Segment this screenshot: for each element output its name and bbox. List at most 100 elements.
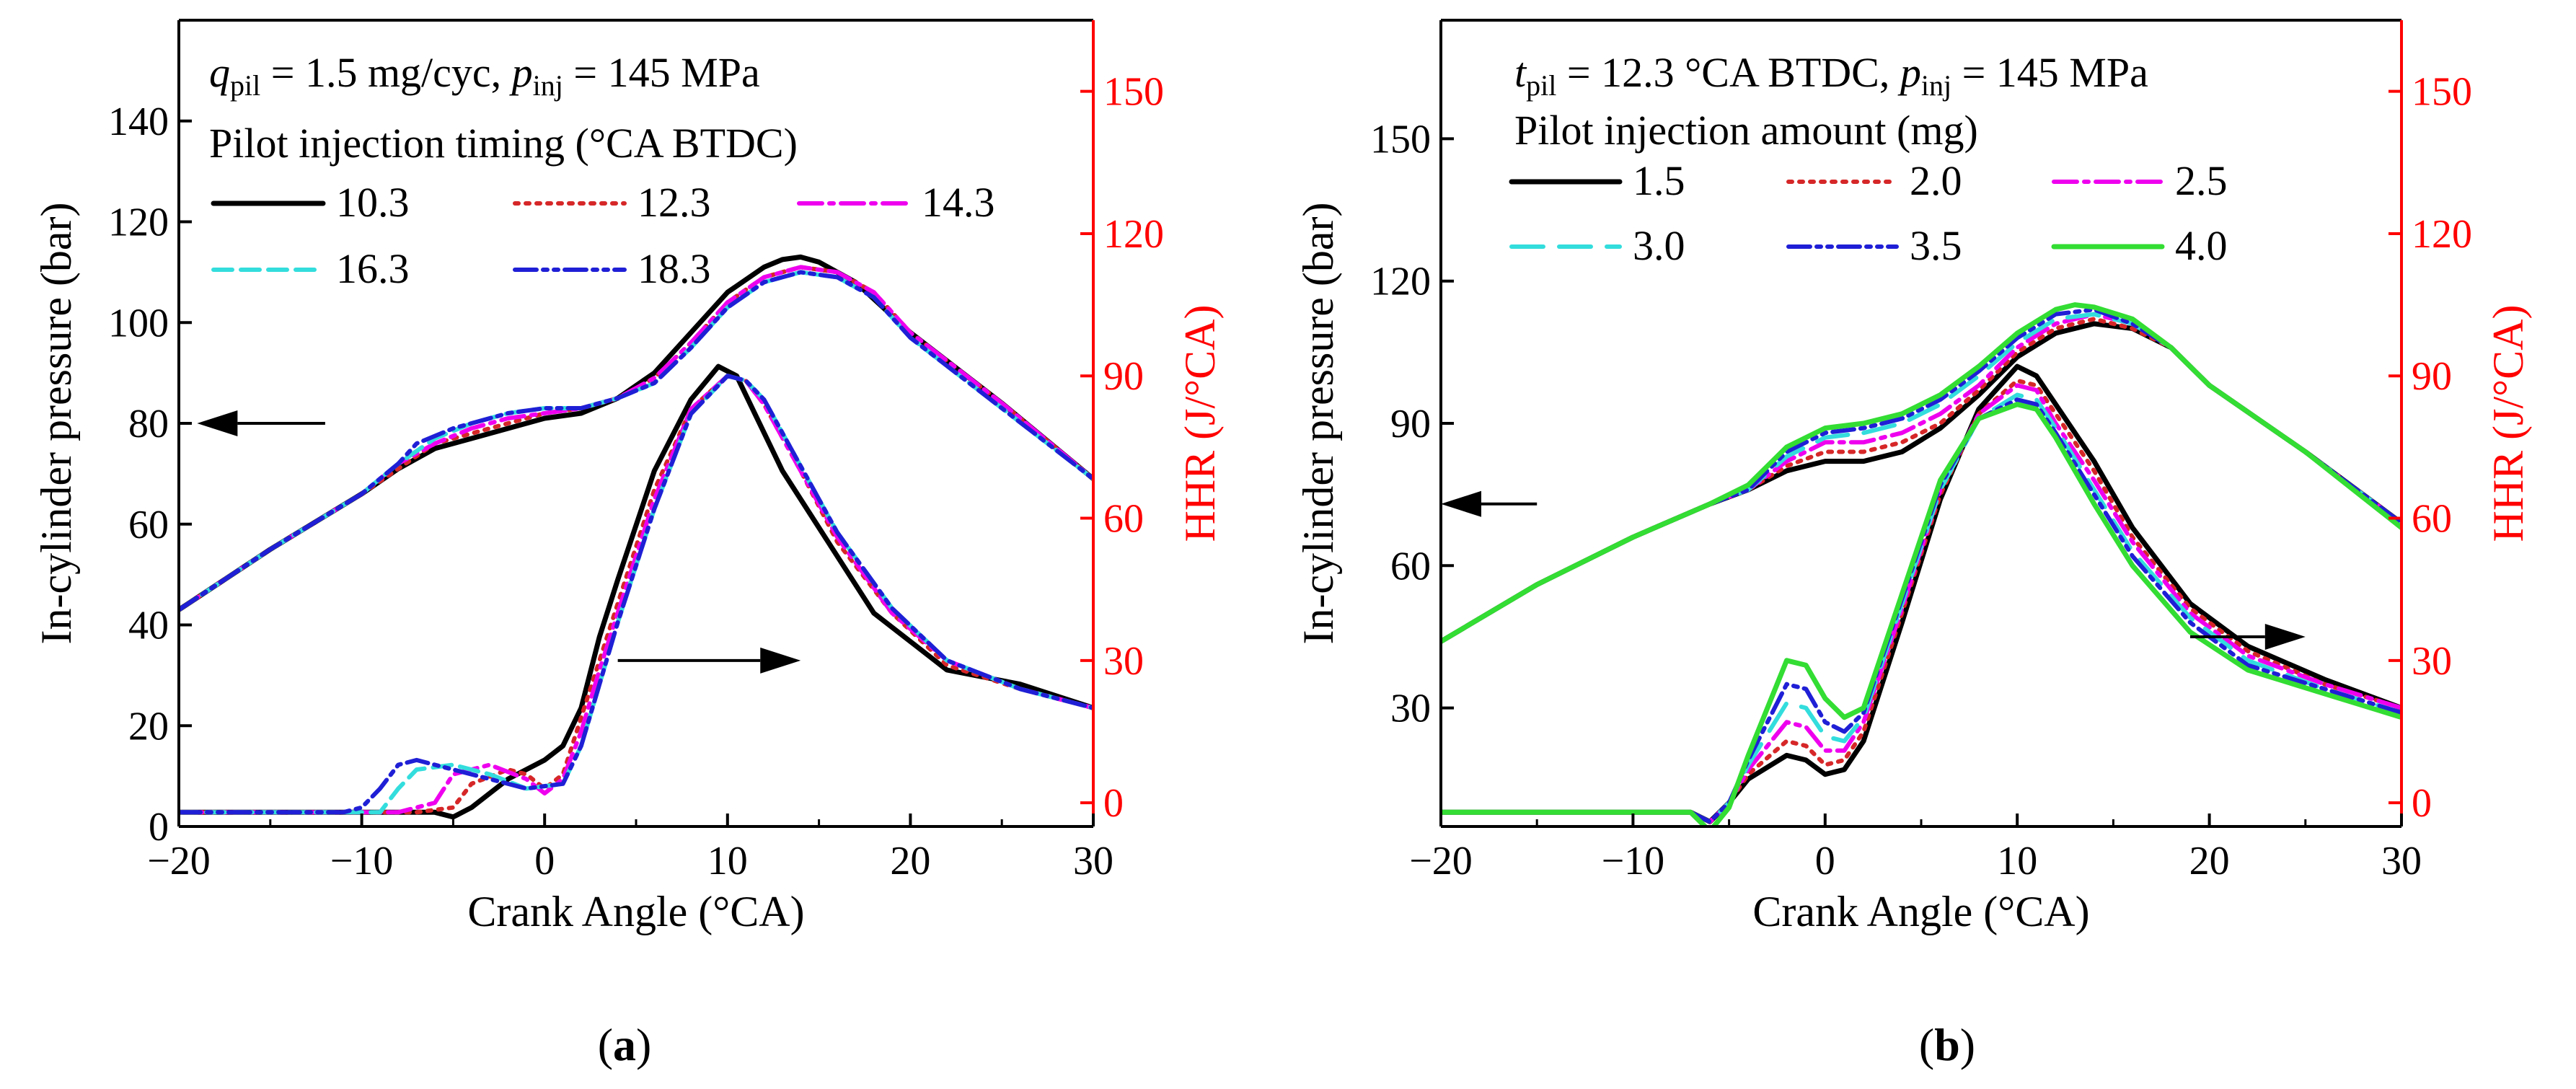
x-tick-label: −20 [147,839,211,883]
series-hhr-2.5 [1441,383,2401,824]
y-tick-label: 120 [108,200,169,245]
header-var2-sub: inj [533,69,563,102]
series-hhr-16.3 [179,374,1093,815]
header-text1: = 1.5 mg/cyc, [260,49,511,96]
caption-a: (a) [598,1019,652,1070]
series-hhr-10.3 [179,363,1093,820]
header-var2: p [1897,49,1921,96]
series-hhr-14.3 [179,374,1093,815]
series-pressure-3.0 [1441,312,2401,644]
series-pressure-3.5 [1441,307,2401,644]
y-tick-label: 20 [128,704,169,749]
y-tick-label: 60 [1390,544,1431,588]
header-var1: q [209,49,230,96]
caption-open: ( [1919,1019,1934,1070]
x-tick-label: 10 [1997,839,2037,883]
series-hhr-18.3 [179,374,1093,815]
y2-tick-label: 0 [1103,781,1124,826]
series-pressure-4.0 [1441,302,2401,644]
y2-tick-label: 60 [1103,497,1144,542]
header-text2: = 145 MPa [1951,49,2148,96]
caption-open: ( [598,1019,613,1070]
legend-label-2.0: 2.0 [1910,157,1962,204]
arrow-left-head [197,410,238,436]
y2-tick-label: 0 [2412,781,2432,826]
legend-label-4.0: 4.0 [2175,222,2228,269]
series-pressure-14.3 [179,265,1093,612]
x-tick-label: −10 [1602,839,1665,883]
caption-letter: b [1934,1019,1960,1070]
y2-tick-label: 60 [2412,497,2452,542]
header-var2: p [509,49,533,96]
series-hhr-12.3 [179,374,1093,815]
chart-panel-b: −20 −10 0 10 20 30 30 60 90 120 150 0 30 60 90 120 150 Cr… [1294,19,2532,1070]
arrow-left-head [1441,490,1481,517]
caption-b: (b) [1919,1019,1975,1070]
legend-label-18.3: 18.3 [638,245,711,292]
y2-tick-label: 90 [2412,354,2452,399]
legend-label-1.5: 1.5 [1633,157,1685,204]
series-pressure-1.5 [1441,321,2401,644]
y-tick-label: 150 [1370,117,1431,162]
series-group [179,254,1093,820]
arrow-right-head [760,647,801,674]
chart-header: tpil = 12.3 °CA BTDC, pinj = 145 MPa [1514,49,2148,102]
y2-axis-title: HHR (J/°CA) [2484,304,2532,542]
legend-label-12.3: 12.3 [638,179,711,226]
caption-close: ) [1960,1019,1975,1070]
y-tick-label: 80 [128,402,169,446]
chart-header: qpil = 1.5 mg/cyc, pinj = 145 MPa [209,49,760,102]
series-pressure-18.3 [179,270,1093,612]
y-tick-label: 90 [1390,402,1431,446]
y-tick-label: 120 [1370,260,1431,304]
y2-tick-label: 120 [1103,212,1164,257]
y-tick-label: 140 [108,100,169,144]
y2-tick-label: 120 [2412,212,2472,257]
legend-label-2.5: 2.5 [2175,157,2228,204]
series-hhr-2.0 [1441,378,2401,824]
x-tick-label: 0 [1815,839,1835,883]
x-tick-label: 30 [2381,839,2422,883]
series-hhr-4.0 [1441,402,2401,826]
legend-label-3.0: 3.0 [1633,222,1685,269]
series-hhr-3.0 [1441,392,2401,824]
legend-label-16.3: 16.3 [336,245,410,292]
y2-axis-title: HHR (J/°CA) [1176,304,1224,542]
y2-tick-label: 150 [1103,70,1164,115]
caption-close: ) [636,1019,651,1070]
x-tick-label: −10 [330,839,394,883]
y-tick-label: 40 [128,604,169,648]
y2-tick-label: 90 [1103,354,1144,399]
header-var1: t [1514,49,1527,96]
caption-letter: a [613,1019,636,1070]
series-hhr-1.5 [1441,363,2401,824]
y2-tick-label: 30 [1103,639,1144,684]
y-tick-label: 100 [108,301,169,345]
y-tick-label: 60 [128,503,169,547]
header-var2-sub: inj [1921,69,1951,102]
series-group [1441,302,2401,826]
x-tick-label: −20 [1409,839,1473,883]
series-pressure-2.5 [1441,312,2401,644]
legend-title: Pilot injection amount (mg) [1514,107,1978,154]
x-tick-label: 30 [1073,839,1113,883]
header-text2: = 145 MPa [563,49,760,96]
y-axis-title: In-cylinder pressure (bar) [32,202,80,644]
x-tick-label: 0 [534,839,555,883]
x-tick-label: 10 [707,839,748,883]
arrow-right-head [2264,623,2306,650]
y2-tick-label: 150 [2412,70,2472,115]
legend-title: Pilot injection timing (°CA BTDC) [209,120,798,167]
x-axis-title: Crank Angle (°CA) [1752,888,2089,935]
legend-label-3.5: 3.5 [1910,222,1962,269]
x-tick-label: 20 [2189,839,2230,883]
series-hhr-3.5 [1441,397,2401,824]
x-axis-title: Crank Angle (°CA) [467,888,804,935]
y-tick-label: 30 [1390,687,1431,731]
header-var1-sub: pil [1526,69,1556,102]
y-axis-title: In-cylinder pressure (bar) [1294,202,1342,644]
y2-tick-label: 30 [2412,639,2452,684]
header-text1: = 12.3 °CA BTDC, [1556,49,1900,96]
series-pressure-2.0 [1441,317,2401,644]
